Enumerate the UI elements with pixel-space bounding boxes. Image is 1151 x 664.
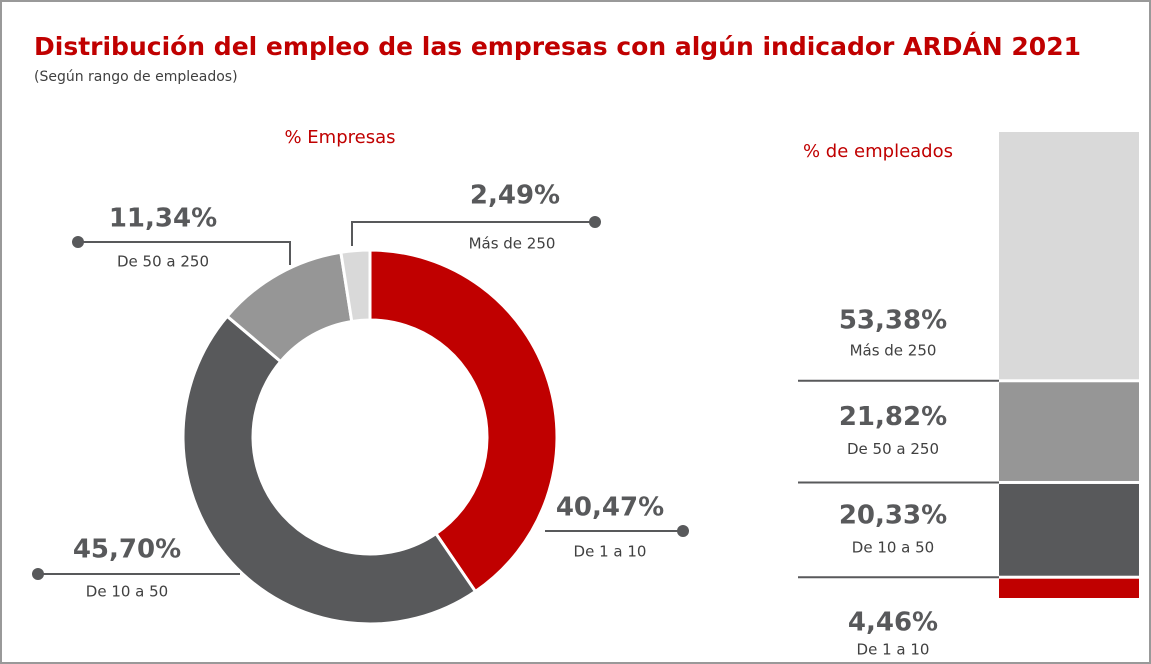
- value-label: 21,82%: [839, 402, 947, 432]
- legend-label: Más de 250: [850, 341, 937, 359]
- bar-segment: [999, 382, 1139, 481]
- bar-segment: [999, 483, 1139, 576]
- donut-slice: [339, 248, 372, 324]
- leader-dot: [72, 236, 84, 248]
- value-label: 4,46%: [848, 608, 938, 638]
- leader-line: [78, 241, 291, 265]
- legend-label: De 10 a 50: [852, 538, 934, 556]
- donut-slice: [368, 248, 559, 594]
- legend-label: De 50 a 250: [847, 440, 939, 458]
- donut-title: % Empresas: [284, 127, 395, 148]
- value-label: 20,33%: [839, 500, 947, 530]
- value-label: 11,34%: [109, 204, 217, 234]
- value-label: 2,49%: [470, 181, 560, 211]
- donut-slice: [181, 314, 478, 626]
- category-label: De 50 a 250: [117, 253, 209, 271]
- category-label: Más de 250: [469, 235, 556, 253]
- bar-segment: [999, 578, 1139, 598]
- bar-segment: [999, 132, 1139, 380]
- value-label: 40,47%: [556, 493, 664, 523]
- value-label: 45,70%: [73, 535, 181, 565]
- legend-label: De 1 a 10: [857, 641, 930, 659]
- chart-subtitle: (Según rango de empleados): [34, 69, 238, 85]
- leader-dot: [677, 525, 689, 537]
- category-label: De 1 a 10: [574, 543, 647, 561]
- value-label: 53,38%: [839, 305, 947, 335]
- leader-dot: [589, 216, 601, 228]
- leader-dot: [32, 568, 44, 580]
- bar-title: % de empleados: [803, 141, 953, 162]
- category-label: De 10 a 50: [86, 583, 168, 601]
- chart-title: Distribución del empleo de las empresas …: [34, 32, 1081, 61]
- leader-line: [351, 221, 595, 246]
